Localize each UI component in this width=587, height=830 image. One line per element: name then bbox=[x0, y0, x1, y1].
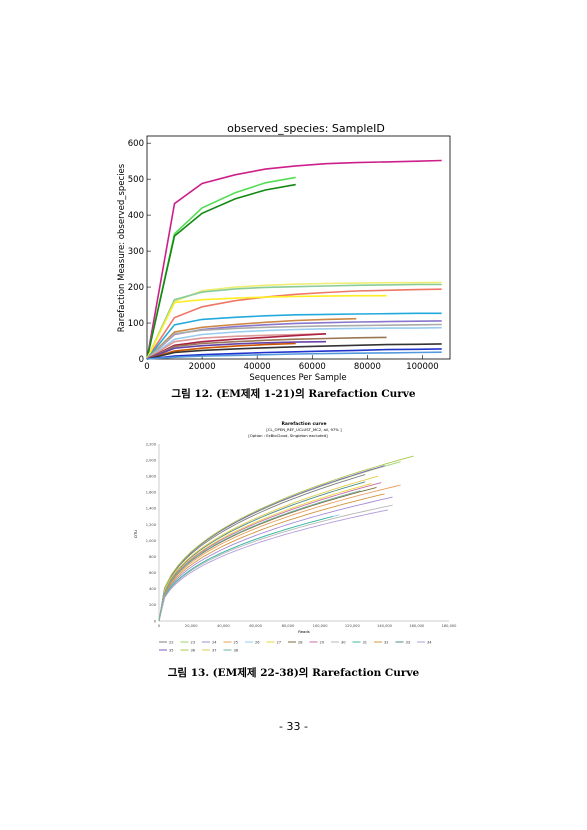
fig2-y-tick-label: 1,800 bbox=[146, 474, 157, 478]
fig2-y-tick-label: 2,200 bbox=[146, 442, 157, 446]
fig1-y-tick-label: 100 bbox=[128, 319, 144, 329]
fig1-series-line bbox=[146, 333, 327, 360]
fig2-y-tick-label: 400 bbox=[149, 587, 157, 591]
fig2-subtitle2: [Option : EzBioCloud, Singleton excluded… bbox=[248, 433, 328, 438]
fig2-series-line bbox=[158, 484, 401, 622]
fig2-legend-label: 34 bbox=[427, 640, 432, 644]
fig2-x-tick-label: 100,000 bbox=[313, 624, 329, 628]
fig2-legend-label: 33 bbox=[406, 640, 411, 644]
fig2-legend-label: 37 bbox=[212, 648, 217, 652]
fig2-series-line bbox=[158, 515, 334, 622]
fig1-series-line bbox=[146, 312, 442, 360]
fig2-subtitle: [CL_OPEN_REF_UCLUST_MC2, all, 97% ] bbox=[266, 427, 342, 432]
fig2-legend-label: 29 bbox=[320, 640, 325, 644]
fig1-series-line bbox=[146, 326, 442, 360]
fig2-y-tick-label: 2,000 bbox=[146, 458, 157, 462]
fig2-series-line bbox=[158, 490, 361, 622]
fig1-series-line bbox=[146, 336, 387, 360]
fig1-ylabel: Rarefaction Measure: observed_species bbox=[117, 163, 127, 332]
fig2-legend-label: 27 bbox=[277, 640, 282, 644]
fig2-y-tick-label: 1,400 bbox=[146, 507, 157, 511]
fig2-y-tick-label: 1,600 bbox=[146, 491, 157, 495]
fig2-series-line bbox=[158, 493, 385, 622]
fig2-y-tick-label: 1,000 bbox=[146, 539, 157, 543]
fig1-x-tick-label: 60000 bbox=[299, 362, 326, 372]
fig1-x-tick-label: 100000 bbox=[406, 362, 438, 372]
fig2-series-line bbox=[158, 465, 385, 622]
fig1-x-tick-label: 80000 bbox=[354, 362, 381, 372]
fig2-y-tick-label: 200 bbox=[149, 603, 157, 607]
fig1-x-tick-label: 40000 bbox=[244, 362, 271, 372]
fig2-series-line bbox=[158, 509, 388, 622]
fig1-y-tick-label: 0 bbox=[139, 355, 144, 365]
fig2-series-line bbox=[158, 474, 366, 622]
fig2-x-tick-label: 140,000 bbox=[377, 624, 393, 628]
figure-1-chart: observed_species: SampleID Rarefaction M… bbox=[117, 122, 451, 383]
fig1-y-tick-label: 400 bbox=[128, 211, 144, 221]
fig2-y-tick-label: 0 bbox=[154, 619, 157, 623]
fig2-x-tick-label: 80,000 bbox=[282, 624, 295, 628]
fig2-series-line bbox=[158, 486, 377, 622]
fig1-series-line bbox=[146, 283, 442, 360]
fig1-series-line bbox=[146, 317, 357, 360]
fig2-y-tick-label: 600 bbox=[149, 571, 157, 575]
fig2-title: Rarefaction curve bbox=[281, 421, 326, 427]
figure-2-caption: 그림 13. (EM제제 22-38)의 Rarefaction Curve bbox=[167, 667, 420, 679]
fig2-series-line bbox=[158, 482, 372, 622]
fig1-plot-area bbox=[146, 135, 451, 360]
fig1-series-line bbox=[146, 294, 387, 360]
fig2-series-line bbox=[158, 475, 379, 622]
fig1-series-line bbox=[146, 159, 442, 360]
fig2-legend-label: 23 bbox=[191, 640, 196, 644]
fig2-legend-label: 24 bbox=[212, 640, 217, 644]
fig2-legend-label: 31 bbox=[363, 640, 368, 644]
page-number: - 33 - bbox=[279, 720, 308, 733]
fig2-legend-label: 38 bbox=[234, 648, 239, 652]
fig1-xlabel: Sequences Per Sample bbox=[249, 373, 346, 383]
fig2-x-tick-label: 160,000 bbox=[409, 624, 425, 628]
fig1-series-line bbox=[146, 342, 296, 360]
fig1-x-tick-label: 20000 bbox=[189, 362, 216, 372]
fig2-x-tick-label: 180,000 bbox=[442, 624, 458, 628]
fig2-legend-label: 28 bbox=[298, 640, 303, 644]
fig2-legend-label: 35 bbox=[169, 648, 174, 652]
fig1-series-line bbox=[146, 351, 442, 360]
fig1-series-line bbox=[146, 348, 442, 360]
figure-2-chart: Rarefaction curve [CL_OPEN_REF_UCLUST_MC… bbox=[133, 421, 458, 652]
fig2-legend-label: 30 bbox=[341, 640, 346, 644]
fig2-series-line bbox=[158, 496, 393, 622]
fig2-x-tick-label: 0 bbox=[158, 624, 161, 628]
fig2-legend-label: 26 bbox=[255, 640, 260, 644]
fig2-legend-label: 32 bbox=[384, 640, 389, 644]
fig1-x-tick-label: 0 bbox=[144, 362, 149, 372]
fig1-series-line bbox=[146, 333, 327, 360]
fig1-y-tick-label: 500 bbox=[128, 175, 144, 185]
fig1-series-line bbox=[146, 183, 296, 360]
fig1-series-line bbox=[146, 340, 327, 360]
fig1-y-tick-label: 200 bbox=[128, 283, 144, 293]
fig2-series-line bbox=[158, 455, 414, 622]
fig1-series-line bbox=[146, 288, 442, 360]
fig2-series-line bbox=[158, 481, 366, 622]
fig2-x-tick-label: 40,000 bbox=[217, 624, 230, 628]
fig1-title: observed_species: SampleID bbox=[227, 122, 385, 135]
fig2-legend: 22 23 24 25 26 27 28 29 30 31 32 33 34 35 36 37 38 bbox=[159, 640, 432, 652]
fig2-legend-label: 22 bbox=[169, 640, 174, 644]
fig2-series-line bbox=[158, 482, 382, 622]
fig1-series-line bbox=[146, 323, 442, 360]
figure-1-caption: 그림 12. (EM제제 1-21)의 Rarefaction Curve bbox=[171, 388, 416, 400]
fig2-ylabel: OTU bbox=[133, 530, 138, 538]
fig2-x-tick-label: 20,000 bbox=[185, 624, 198, 628]
fig2-y-tick-label: 1,200 bbox=[146, 523, 157, 527]
fig2-x-tick-label: 60,000 bbox=[249, 624, 262, 628]
fig1-y-tick-label: 600 bbox=[128, 139, 144, 149]
fig1-series-line bbox=[146, 343, 442, 360]
fig1-y-tick-label: 300 bbox=[128, 247, 144, 257]
fig2-series-line bbox=[158, 504, 393, 622]
fig2-legend-label: 36 bbox=[191, 648, 196, 652]
fig2-legend-label: 25 bbox=[234, 640, 239, 644]
fig2-xlabel: Reads bbox=[298, 629, 310, 634]
fig2-x-tick-label: 120,000 bbox=[345, 624, 361, 628]
fig2-y-tick-label: 800 bbox=[149, 555, 157, 559]
